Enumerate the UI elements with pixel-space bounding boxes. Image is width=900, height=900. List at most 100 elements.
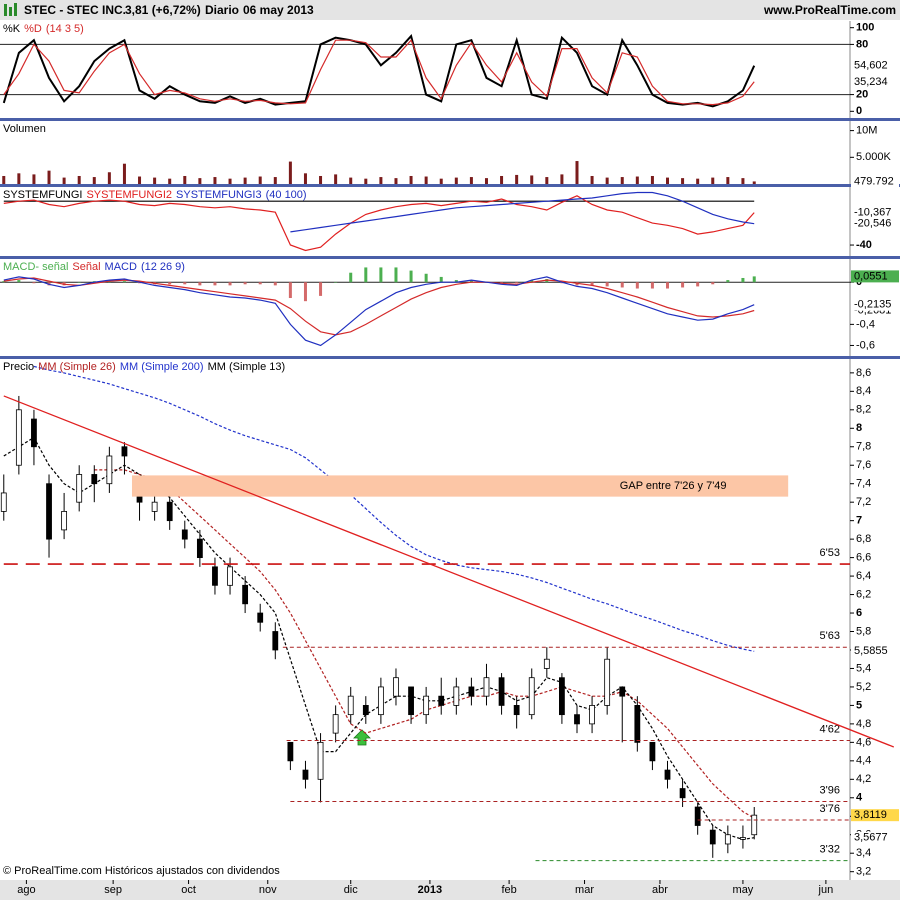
candle-body: [468, 686, 475, 697]
x-tick-label: nov: [259, 884, 277, 896]
x-tick-label: dic: [344, 884, 359, 896]
bar: [590, 175, 594, 184]
bar: [726, 280, 730, 283]
bar: [62, 177, 66, 184]
bar: [424, 176, 428, 184]
y-tick-label: 7,2: [856, 496, 871, 508]
bar: [288, 282, 292, 299]
legend-title: Precio: [3, 361, 34, 373]
legend-params: (14 3 5): [46, 23, 84, 35]
header-bar: [0, 0, 900, 20]
bar: [726, 177, 730, 184]
last-value-label: 35,234: [854, 76, 888, 88]
y-tick-label: -40: [856, 239, 872, 251]
y-tick-label: 8,2: [856, 404, 871, 416]
bar: [273, 282, 277, 286]
bar: [77, 175, 81, 184]
bar: [681, 282, 685, 288]
y-tick-label: 100: [856, 22, 874, 34]
candle-body: [393, 677, 399, 697]
x-tick-label: abr: [652, 884, 668, 896]
bar: [349, 272, 353, 283]
bar: [394, 267, 398, 283]
y-tick-label: 7,4: [856, 478, 871, 490]
candle-body: [709, 829, 716, 845]
y-tick-label: 4: [856, 792, 863, 804]
last-value-box: [851, 75, 899, 88]
bar: [303, 173, 307, 184]
panel: [0, 34, 850, 108]
bar: [681, 178, 685, 184]
bar: [198, 282, 202, 286]
candle-body: [31, 418, 37, 448]
bar: [605, 282, 609, 287]
legend-entry: SYSTEMFUNGI2: [86, 189, 172, 201]
candle-body: [574, 714, 580, 725]
bar: [741, 277, 745, 283]
panel: [0, 267, 850, 347]
last-value-box: [851, 175, 899, 188]
panel: [3, 191, 755, 252]
candle-body: [242, 584, 249, 605]
bar: [696, 282, 700, 287]
bar: [394, 178, 398, 184]
symbol: STEC - STEC INC.: [24, 3, 126, 17]
gap-label: GAP entre 7'26 y 7'49: [620, 480, 727, 492]
bar: [303, 282, 307, 302]
y-tick-label: 6,8: [856, 533, 871, 545]
candle-body: [740, 837, 746, 840]
candle-body: [483, 677, 490, 697]
y-tick-label: 8,6: [856, 367, 871, 379]
legend-title: Volumen: [3, 123, 46, 135]
y-tick-label: 5,8: [856, 625, 871, 637]
bar: [47, 170, 51, 184]
last-value-box: [851, 831, 899, 844]
x-tick-label: sep: [104, 884, 122, 896]
bar: [319, 282, 323, 296]
bar: [319, 175, 323, 184]
gap-zone: [131, 475, 789, 497]
bar: [168, 282, 172, 285]
candle-body: [438, 695, 445, 706]
y-tick-label: 3,2: [856, 866, 871, 878]
y-tick-label: 5,2: [856, 681, 871, 693]
y-tick-label: 20: [856, 88, 868, 100]
bar: [545, 177, 549, 184]
bar: [515, 174, 519, 184]
legend-entry: MM (Simple 13): [208, 361, 286, 373]
bar: [635, 176, 639, 184]
candle-body: [302, 769, 309, 780]
last-value-box: [851, 206, 899, 219]
bar: [92, 177, 96, 184]
y-tick-label: 7,8: [856, 441, 871, 453]
bar: [273, 177, 277, 184]
level-label: 3'32: [820, 844, 840, 856]
y-tick-label: 6,2: [856, 588, 871, 600]
y-tick-label: 5,4: [856, 662, 871, 674]
line-series: [33, 365, 755, 652]
bar: [183, 282, 187, 285]
y-tick-label: 10M: [856, 125, 877, 137]
last-value-label: 3,5677: [854, 832, 888, 844]
candle-body: [151, 501, 158, 512]
bar: [752, 276, 756, 283]
bar: [752, 181, 756, 184]
candle-body: [664, 769, 671, 780]
bar: [138, 176, 142, 184]
x-tick-label: ago: [17, 884, 35, 896]
x-tick-label: feb: [501, 884, 516, 896]
candle-body: [604, 658, 611, 706]
panel: [2, 161, 756, 184]
panel-separator: [0, 356, 900, 359]
y-tick-label: 5.000K: [856, 151, 892, 163]
bar: [243, 282, 247, 285]
candle-body: [106, 455, 113, 485]
last-value-label: 479.792: [854, 175, 894, 187]
candle-body: [559, 677, 565, 716]
bar: [439, 276, 443, 283]
bar: [590, 282, 594, 286]
y-tick-label: 7: [856, 515, 862, 527]
last-value-label: 54,602: [854, 60, 888, 72]
last-value-label: 0,0551: [854, 270, 888, 282]
